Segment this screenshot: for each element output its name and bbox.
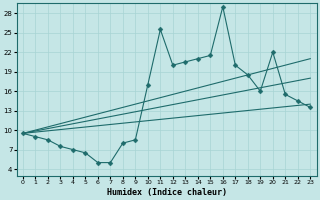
X-axis label: Humidex (Indice chaleur): Humidex (Indice chaleur) (107, 188, 227, 197)
